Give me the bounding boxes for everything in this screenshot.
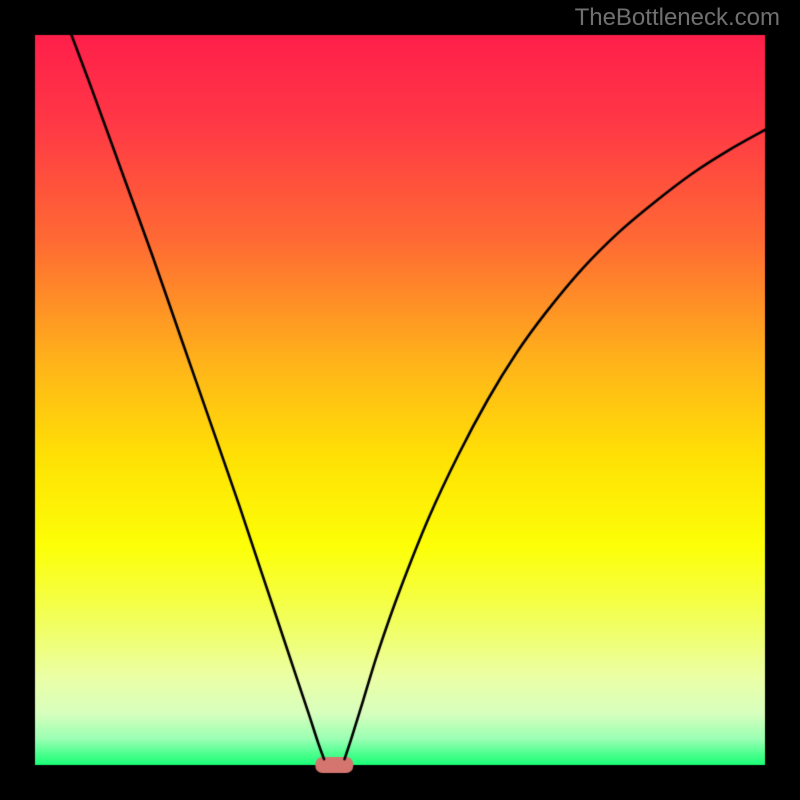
chart-container: TheBottleneck.com bbox=[0, 0, 800, 800]
bottleneck-chart-canvas bbox=[0, 0, 800, 800]
watermark-text: TheBottleneck.com bbox=[575, 4, 780, 32]
